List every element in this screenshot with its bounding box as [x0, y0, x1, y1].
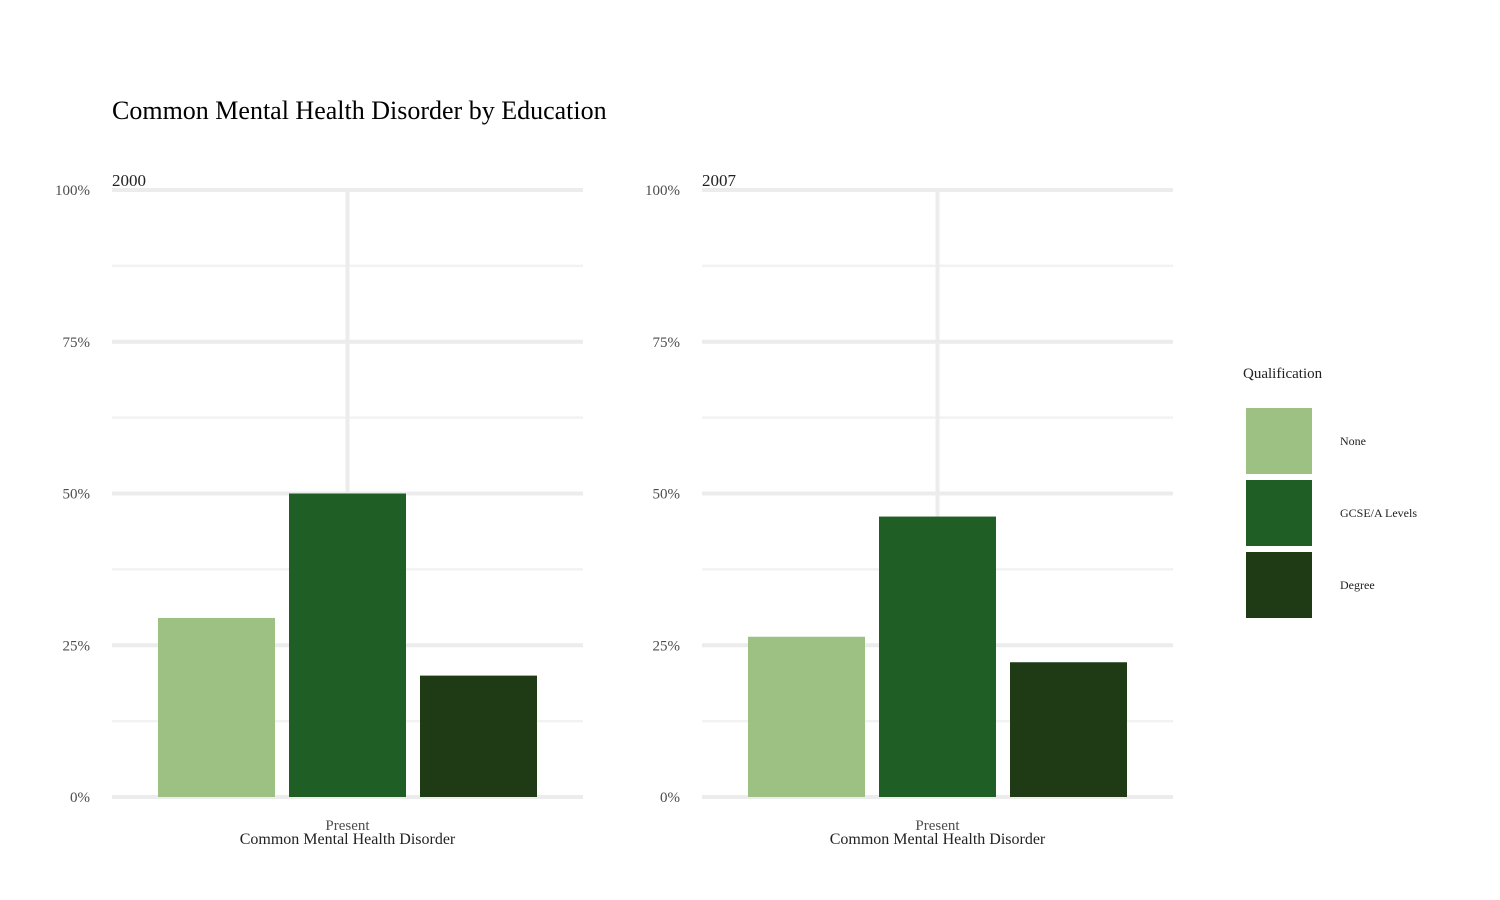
legend-swatch — [1246, 480, 1312, 546]
chart-title: Common Mental Health Disorder by Educati… — [112, 96, 607, 125]
legend-label: None — [1340, 434, 1366, 448]
y-tick-label: 50% — [63, 487, 91, 503]
x-axis-title: Common Mental Health Disorder — [240, 831, 456, 848]
y-tick-label: 50% — [653, 487, 681, 503]
bar-degree — [1010, 662, 1127, 797]
bar-gcse-a-levels — [879, 516, 996, 797]
legend-label: GCSE/A Levels — [1340, 506, 1417, 520]
bar-degree — [420, 675, 537, 797]
y-tick-label: 0% — [70, 790, 90, 806]
legend-label: Degree — [1340, 578, 1375, 592]
bar-none — [158, 617, 275, 797]
bar-none — [748, 636, 865, 797]
panel-label: 2000 — [112, 171, 146, 190]
y-tick-label: 25% — [63, 638, 91, 654]
y-tick-label: 75% — [653, 335, 681, 351]
y-tick-label: 75% — [63, 335, 91, 351]
legend: Qualification None GCSE/A Levels Degree — [1243, 366, 1417, 618]
legend-swatch — [1246, 408, 1312, 474]
x-axis-title: Common Mental Health Disorder — [830, 831, 1046, 848]
y-tick-label: 100% — [645, 183, 680, 199]
y-tick-label: 25% — [653, 638, 681, 654]
x-tick-label: Present — [325, 818, 370, 834]
y-tick-label: 0% — [660, 790, 680, 806]
legend-title: Qualification — [1243, 366, 1323, 382]
x-tick-label: Present — [915, 818, 960, 834]
legend-swatch — [1246, 552, 1312, 618]
y-tick-label: 100% — [55, 183, 90, 199]
bar-gcse-a-levels — [289, 493, 406, 797]
panel-label: 2007 — [702, 171, 737, 190]
